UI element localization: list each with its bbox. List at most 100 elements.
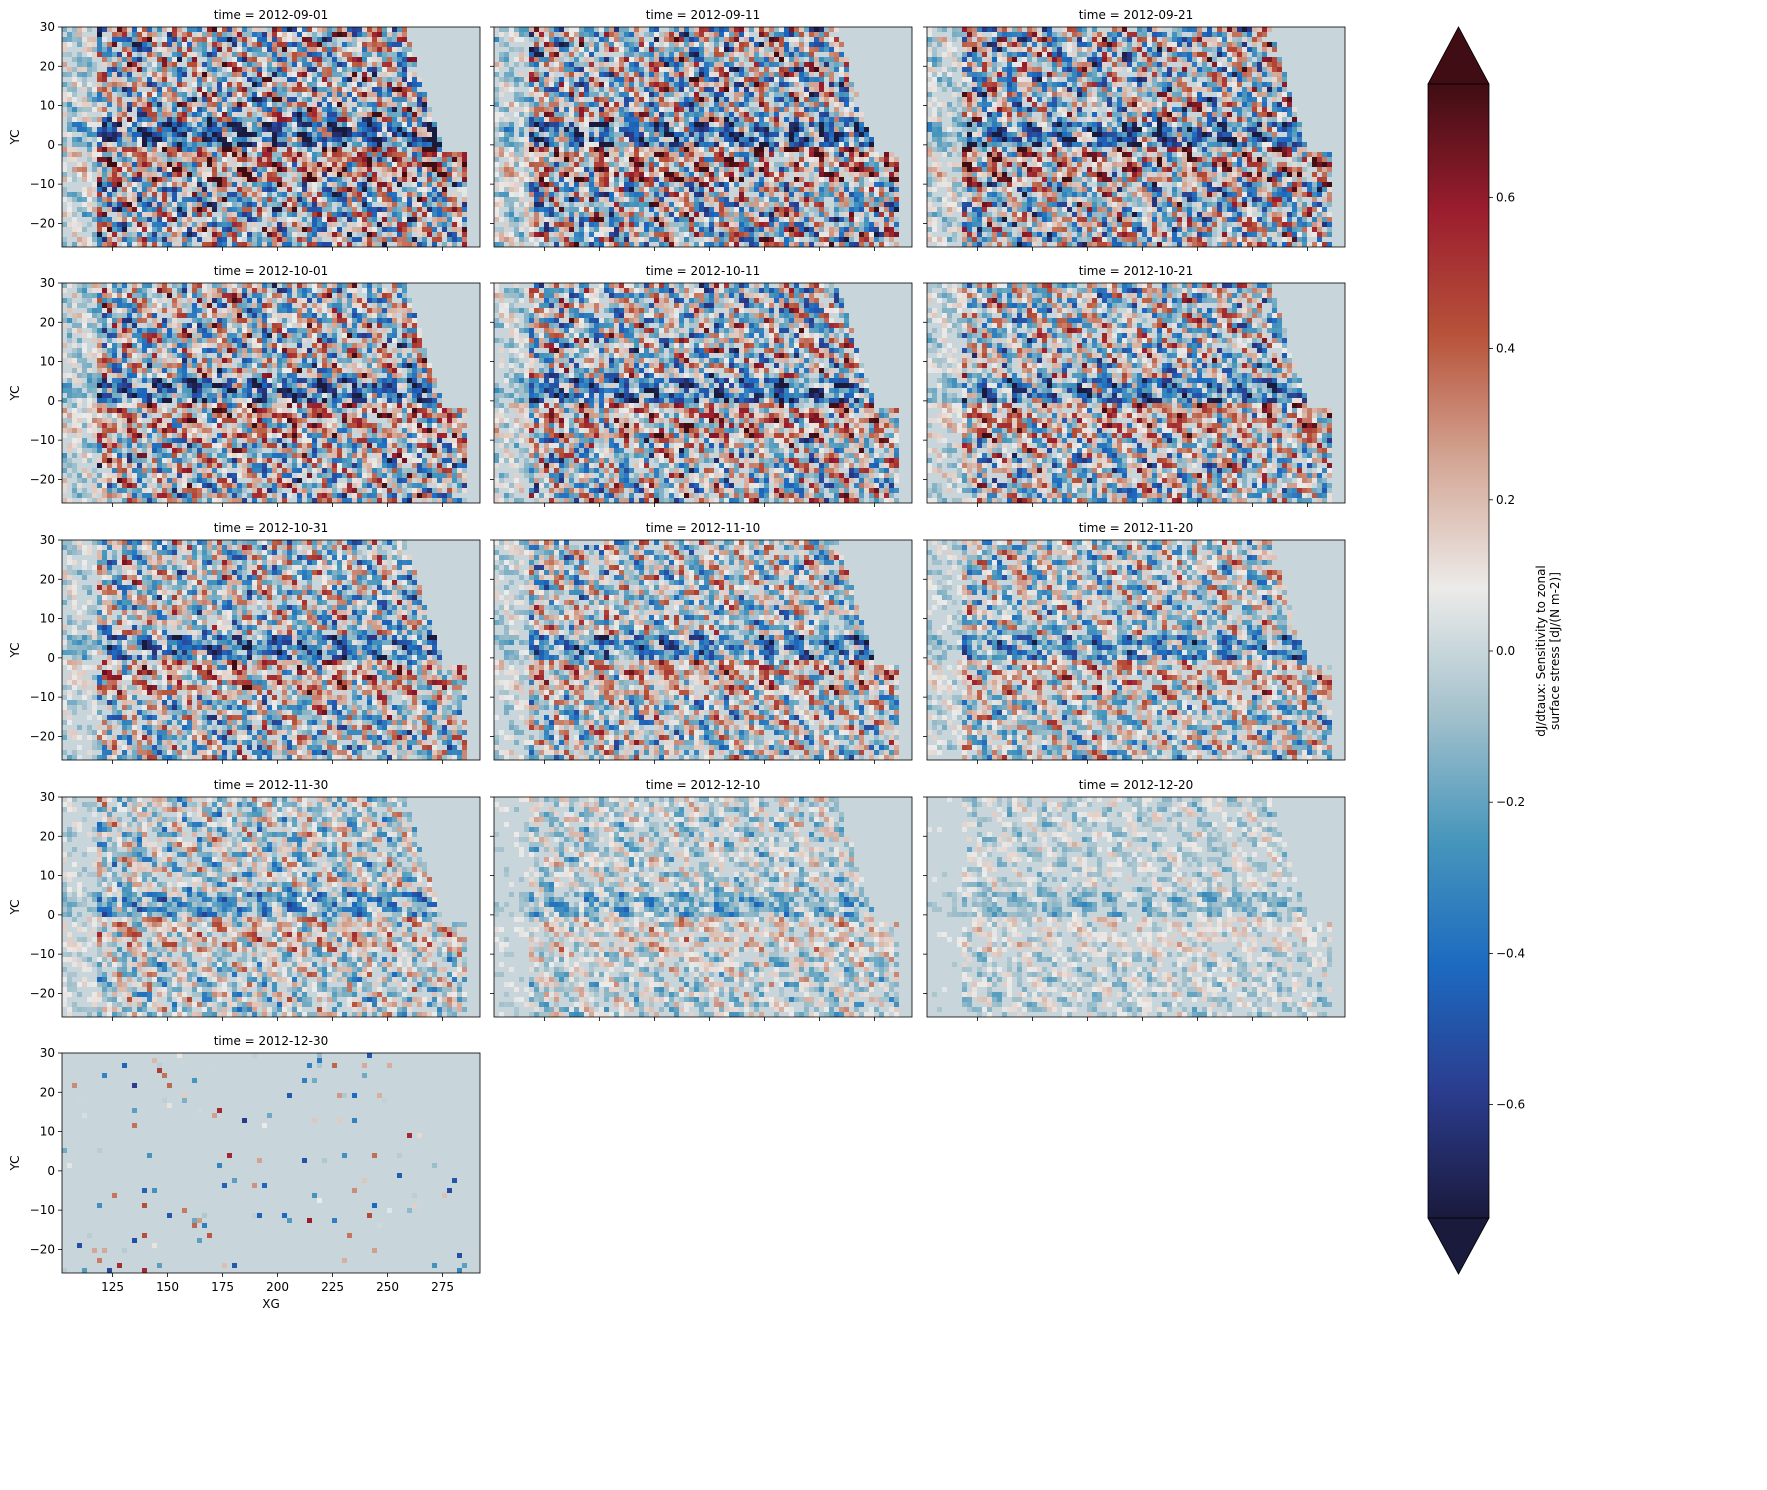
- heatmap-cell: [799, 32, 804, 37]
- heatmap-cell: [694, 172, 699, 177]
- heatmap-cell: [629, 32, 634, 37]
- heatmap-cell: [644, 122, 649, 127]
- heatmap-cell: [97, 212, 102, 217]
- heatmap-cell: [584, 122, 589, 127]
- heatmap-cell: [674, 107, 679, 112]
- heatmap-cell: [332, 27, 337, 32]
- heatmap-cell: [382, 167, 387, 172]
- heatmap-cell: [704, 82, 709, 87]
- heatmap-cell: [534, 77, 539, 82]
- heatmap-cell: [519, 92, 524, 97]
- heatmap-cell: [604, 172, 609, 177]
- heatmap-cell: [839, 62, 844, 67]
- heatmap-cell: [202, 37, 207, 42]
- heatmap-cell: [382, 52, 387, 57]
- heatmap-cell: [749, 117, 754, 122]
- heatmap-cell: [262, 242, 267, 247]
- heatmap-cell: [227, 92, 232, 97]
- heatmap-cell: [432, 132, 437, 137]
- heatmap-cell: [297, 202, 302, 207]
- heatmap-cell: [147, 197, 152, 202]
- heatmap-cell: [202, 132, 207, 137]
- heatmap-cell: [417, 242, 422, 247]
- heatmap-cell: [217, 47, 222, 52]
- heatmap-cell: [669, 127, 674, 132]
- heatmap-cell: [789, 32, 794, 37]
- heatmap-cell: [92, 197, 97, 202]
- heatmap-cell: [132, 212, 137, 217]
- heatmap-cell: [514, 177, 519, 182]
- heatmap-cell: [267, 42, 272, 47]
- heatmap-cell: [132, 232, 137, 237]
- heatmap-cell: [267, 47, 272, 52]
- heatmap-cell: [122, 47, 127, 52]
- heatmap-cell: [639, 37, 644, 42]
- heatmap-cell: [714, 172, 719, 177]
- heatmap-cell: [127, 167, 132, 172]
- heatmap-cell: [72, 232, 77, 237]
- heatmap-cell: [569, 52, 574, 57]
- heatmap-cell: [292, 172, 297, 177]
- heatmap-cell: [242, 92, 247, 97]
- heatmap-cell: [267, 117, 272, 122]
- heatmap-cell: [162, 192, 167, 197]
- heatmap-cell: [609, 177, 614, 182]
- heatmap-cell: [789, 167, 794, 172]
- heatmap-cell: [272, 217, 277, 222]
- heatmap-cell: [754, 87, 759, 92]
- heatmap-cell: [127, 142, 132, 147]
- heatmap-cell: [147, 42, 152, 47]
- heatmap-cell: [457, 167, 462, 172]
- heatmap-cell: [327, 207, 332, 212]
- heatmap-cell: [262, 202, 267, 207]
- heatmap-cell: [182, 217, 187, 222]
- heatmap-cell: [157, 152, 162, 157]
- heatmap-cell: [382, 77, 387, 82]
- heatmap-cell: [649, 147, 654, 152]
- heatmap-cell: [392, 37, 397, 42]
- heatmap-cell: [217, 132, 222, 137]
- heatmap-cell: [282, 107, 287, 112]
- heatmap-cell: [574, 102, 579, 107]
- heatmap-cell: [462, 232, 467, 237]
- heatmap-cell: [267, 92, 272, 97]
- heatmap-cell: [177, 232, 182, 237]
- heatmap-cell: [604, 32, 609, 37]
- heatmap-cell: [187, 122, 192, 127]
- heatmap-cell: [277, 192, 282, 197]
- heatmap-cell: [127, 187, 132, 192]
- heatmap-cell: [222, 182, 227, 187]
- heatmap-cell: [834, 67, 839, 72]
- heatmap-cell: [367, 232, 372, 237]
- heatmap-cell: [202, 82, 207, 87]
- heatmap-cell: [774, 107, 779, 112]
- heatmap-cell: [87, 67, 92, 72]
- heatmap-cell: [799, 122, 804, 127]
- heatmap-cell: [699, 122, 704, 127]
- heatmap-cell: [212, 87, 217, 92]
- heatmap-cell: [367, 237, 372, 242]
- heatmap-cell: [564, 97, 569, 102]
- heatmap-cell: [422, 147, 427, 152]
- heatmap-cell: [397, 72, 402, 77]
- heatmap-cell: [674, 32, 679, 37]
- heatmap-cell: [639, 142, 644, 147]
- heatmap-cell: [177, 52, 182, 57]
- heatmap-cell: [77, 197, 82, 202]
- heatmap-cell: [689, 112, 694, 117]
- heatmap-cell: [262, 122, 267, 127]
- heatmap-cell: [202, 177, 207, 182]
- heatmap-cell: [779, 147, 784, 152]
- heatmap-cell: [619, 182, 624, 187]
- heatmap-cell: [719, 152, 724, 157]
- heatmap-cell: [77, 192, 82, 197]
- heatmap-cell: [529, 187, 534, 192]
- heatmap-cell: [107, 82, 112, 87]
- heatmap-cell: [604, 152, 609, 157]
- heatmap-cell: [212, 32, 217, 37]
- heatmap-cell: [112, 172, 117, 177]
- heatmap-cell: [137, 117, 142, 122]
- heatmap-cell: [639, 82, 644, 87]
- heatmap-cell: [237, 152, 242, 157]
- heatmap-cell: [559, 97, 564, 102]
